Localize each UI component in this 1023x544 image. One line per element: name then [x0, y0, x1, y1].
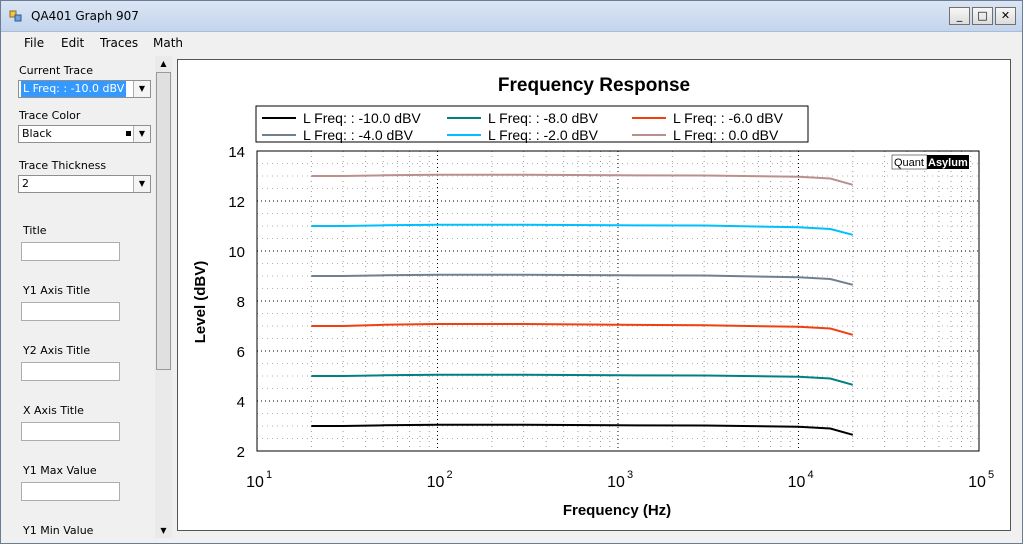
y-tick-label: 6 [237, 344, 245, 361]
trace-thickness-value: 2 [22, 177, 29, 190]
watermark: Quant Asylum [891, 154, 969, 170]
current-trace-select[interactable]: L Freq: : -10.0 dBV ▼ [18, 80, 151, 98]
trace-color-label: Trace Color [19, 109, 81, 122]
x-tick-labels: 10 1 10 2 10 3 10 4 10 5 [246, 469, 994, 491]
panel-scrollbar[interactable]: ▲ ▼ [155, 56, 172, 538]
series-line [311, 273, 854, 286]
plot-frame [256, 150, 980, 452]
maximize-button[interactable]: □ [972, 7, 993, 25]
x-tick-exponent: 2 [447, 469, 453, 481]
menu-file[interactable]: File [24, 36, 45, 50]
x-tick-label: 10 [968, 474, 986, 491]
trace-color-value: Black [22, 127, 52, 140]
properties-panel: Current Trace L Freq: : -10.0 dBV ▼ Trac… [8, 56, 172, 538]
menu-bar: File Edit Traces Math [1, 32, 1022, 54]
chevron-down-icon[interactable]: ▼ [133, 126, 150, 142]
chevron-down-icon[interactable]: ▼ [133, 81, 150, 97]
legend-label: L Freq: : 0.0 dBV [673, 127, 779, 143]
y-tick-labels: 2 4 6 8 10 12 14 [228, 144, 245, 461]
scroll-thumb[interactable] [156, 72, 171, 370]
title-bar: QA401 Graph 907 _ □ ✕ [1, 1, 1022, 32]
y2-axis-title-label: Y2 Axis Title [23, 344, 91, 357]
y-tick-label: 10 [228, 244, 245, 261]
minimize-button[interactable]: _ [949, 7, 970, 25]
y-axis-title: Level (dBV) [192, 261, 209, 344]
series-line [311, 223, 854, 236]
x-tick-exponent: 3 [627, 469, 633, 481]
scroll-up-icon[interactable]: ▲ [160, 59, 167, 68]
legend-label: L Freq: : -8.0 dBV [488, 110, 599, 126]
series-line [311, 423, 854, 436]
window-title: QA401 Graph 907 [31, 9, 139, 23]
menu-edit[interactable]: Edit [61, 36, 85, 50]
legend-label: L Freq: : -4.0 dBV [303, 127, 414, 143]
y2-axis-title-input[interactable] [21, 362, 120, 381]
scroll-down-icon[interactable]: ▼ [160, 526, 167, 535]
menu-math[interactable]: Math [153, 36, 184, 50]
x-tick-exponent: 1 [266, 469, 272, 481]
title-label: Title [23, 224, 47, 237]
x-axis-title: Frequency (Hz) [563, 502, 671, 519]
y1-axis-title-input[interactable] [21, 302, 120, 321]
current-trace-label: Current Trace [19, 64, 93, 77]
graph-area: 2 4 6 8 10 12 14 10 1 10 2 10 3 10 4 10 5 Frequency Res… [177, 59, 1011, 531]
watermark-right: Asylum [928, 157, 968, 169]
series-line [311, 373, 854, 386]
chart-title: Frequency Response [498, 75, 690, 96]
app-icon [9, 10, 22, 22]
y-tick-label: 14 [228, 144, 245, 161]
watermark-left: Quant [894, 157, 924, 169]
current-trace-value: L Freq: : -10.0 dBV [21, 81, 127, 97]
x-tick-label: 10 [607, 474, 625, 491]
x-tick-label: 10 [246, 474, 264, 491]
chevron-down-icon[interactable]: ▼ [133, 176, 150, 192]
x-tick-exponent: 4 [808, 469, 814, 481]
y1-max-label: Y1 Max Value [23, 464, 97, 477]
trace-thickness-select[interactable]: 2 ▼ [18, 175, 151, 193]
x-tick-exponent: 5 [988, 469, 994, 481]
color-swatch [126, 131, 131, 136]
legend: L Freq: : -10.0 dBV L Freq: : -8.0 dBV L F… [255, 105, 809, 143]
series-line [311, 323, 854, 336]
trace-color-select[interactable]: Black ▼ [18, 125, 151, 143]
y-tick-label: 8 [237, 294, 245, 311]
title-input[interactable] [21, 242, 120, 261]
close-button[interactable]: ✕ [995, 7, 1016, 25]
legend-box [255, 105, 809, 143]
watermark-right-box [927, 155, 969, 169]
y1-max-input[interactable] [21, 482, 120, 501]
menu-traces[interactable]: Traces [100, 36, 139, 50]
y-tick-label: 12 [228, 194, 245, 211]
series-line [311, 173, 854, 186]
x-tick-label: 10 [788, 474, 806, 491]
legend-label: L Freq: : -6.0 dBV [673, 110, 784, 126]
y1-axis-title-label: Y1 Axis Title [23, 284, 91, 297]
y-tick-label: 2 [237, 444, 245, 461]
legend-label: L Freq: : -10.0 dBV [303, 110, 421, 126]
x-axis-title-input[interactable] [21, 422, 120, 441]
trace-thickness-label: Trace Thickness [19, 159, 107, 172]
x-tick-label: 10 [427, 474, 445, 491]
legend-label: L Freq: : -2.0 dBV [488, 127, 599, 143]
y1-min-label: Y1 Min Value [23, 524, 94, 537]
y-tick-label: 4 [237, 394, 245, 411]
series-lines [311, 173, 854, 436]
x-axis-title-label: X Axis Title [23, 404, 84, 417]
